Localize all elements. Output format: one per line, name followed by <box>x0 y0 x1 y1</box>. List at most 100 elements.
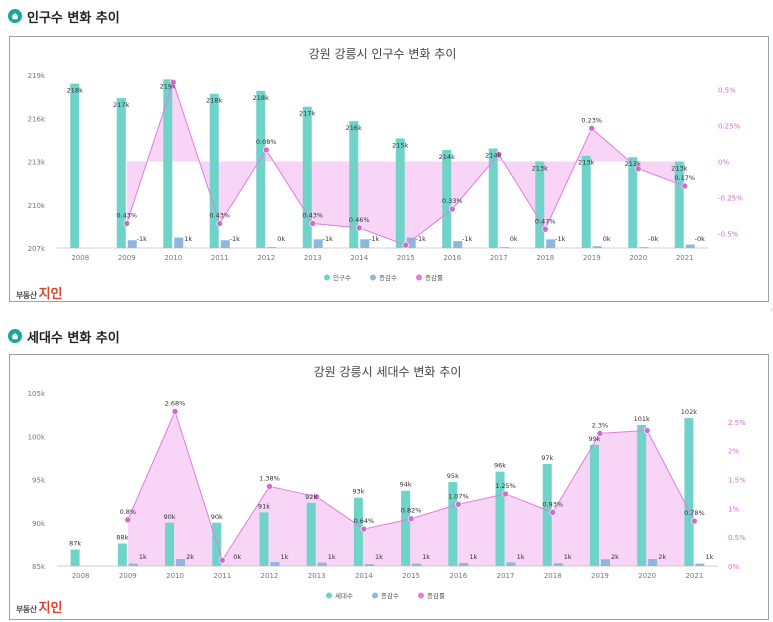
rate-value-label: 0.33% <box>442 197 463 205</box>
bar-인구수 <box>70 83 80 249</box>
x-tick-label: 2019 <box>591 572 609 580</box>
bar-value-label: 96k <box>494 462 506 470</box>
bar-value-label: 214k <box>485 152 501 160</box>
bar-증감수 <box>220 240 230 248</box>
population-chart-panel: 강원 강릉시 인구수 변화 추이 207k 210k 213k 216k 219k -0.5… <box>9 36 769 302</box>
bar-value-label: 218k <box>206 97 222 105</box>
bar-인구수 <box>488 148 498 248</box>
legend-marker <box>418 592 424 599</box>
bar-증감수 <box>270 562 280 566</box>
change-value-label: -0k <box>648 235 658 243</box>
x-tick-label: 2020 <box>629 254 647 262</box>
y-right-tick-label: 0% <box>718 159 729 167</box>
legend-label: 증감수 <box>379 274 397 282</box>
x-tick-label: 2019 <box>583 254 601 262</box>
rate-point <box>643 427 651 434</box>
legend-label: 인구수 <box>333 273 351 282</box>
x-tick-label: 2013 <box>304 254 322 262</box>
bar-세대수 <box>306 502 316 566</box>
bar-증감수 <box>600 559 610 566</box>
bar-value-label: 218k <box>253 94 269 102</box>
bar-증감수 <box>267 247 277 248</box>
rate-value-label: 0.8% <box>120 508 137 516</box>
x-tick-label: 2015 <box>397 254 415 262</box>
bar-증감수 <box>364 564 374 566</box>
y-left-tick-label: 90k <box>32 520 46 528</box>
legend-marker <box>372 592 378 599</box>
rate-point <box>455 500 462 508</box>
bar-인구수 <box>628 157 638 248</box>
home-icon <box>8 329 22 343</box>
change-value-label: -1k <box>137 235 147 243</box>
bar-value-label: 87k <box>69 540 81 548</box>
rate-point <box>402 241 410 249</box>
rate-area <box>127 411 695 566</box>
bar-value-label: 94k <box>400 481 412 489</box>
rate-value-label: 0.47% <box>535 217 556 225</box>
bar-증감수 <box>128 563 138 566</box>
rate-value-label: 2.68% <box>165 399 186 407</box>
bar-value-label: 91k <box>258 502 270 510</box>
bar-증감수 <box>553 563 563 566</box>
rate-point <box>681 182 689 190</box>
change-value-label: -1k <box>369 235 379 243</box>
rate-value-label: 0.93% <box>542 500 563 508</box>
bar-value-label: 88k <box>116 534 128 542</box>
households-chart: 강원 강릉시 세대수 변화 추이 85k 90k 95k 100k 105k 0% 0.5% 1… <box>28 365 747 600</box>
legend-marker <box>324 274 330 281</box>
bar-증감수 <box>639 247 649 248</box>
rate-value-label: 0.78% <box>684 509 705 517</box>
rate-point <box>124 516 132 524</box>
bar-인구수 <box>442 149 452 248</box>
x-tick-label: 2017 <box>497 572 515 580</box>
bar-세대수 <box>495 471 505 566</box>
change-value-label: -0k <box>695 235 705 243</box>
scroll-dot: · <box>770 306 773 316</box>
change-value-label: 1k <box>705 553 713 561</box>
bar-세대수 <box>637 425 647 566</box>
legend-marker <box>370 274 376 281</box>
bar-value-label: 218k <box>67 87 83 95</box>
rate-point <box>448 205 456 213</box>
y-left-tick-label: 207k <box>28 245 46 253</box>
bar-value-label: 213k <box>625 160 641 168</box>
rate-point <box>309 220 317 227</box>
change-value-label: 2k <box>611 553 619 561</box>
bar-세대수 <box>401 490 411 566</box>
rate-area <box>126 82 685 246</box>
bar-세대수 <box>448 482 458 566</box>
bar-증감수 <box>127 240 137 248</box>
rate-value-label: 1.38% <box>259 474 280 482</box>
change-value-label: 1k <box>517 553 525 561</box>
change-value-label: 1k <box>184 235 192 243</box>
change-value-label: 0k <box>510 235 518 243</box>
x-tick-label: 2009 <box>119 572 137 580</box>
bar-증감수 <box>176 559 186 566</box>
bar-인구수 <box>535 161 545 248</box>
bar-value-label: 213k <box>532 165 548 173</box>
bar-value-label: 93k <box>352 488 364 496</box>
bar-세대수 <box>589 444 599 566</box>
rate-point <box>216 220 224 227</box>
chart-title: 강원 강릉시 세대수 변화 추이 <box>314 365 462 379</box>
x-tick-label: 2011 <box>211 254 229 262</box>
x-tick-label: 2012 <box>261 572 279 580</box>
bar-인구수 <box>581 155 591 248</box>
rate-value-label: 2.3% <box>592 421 609 429</box>
y-right-tick-label: 0.5% <box>718 86 736 94</box>
change-value-label: 1k <box>328 553 336 561</box>
bar-세대수 <box>684 418 694 566</box>
rate-point <box>355 224 363 232</box>
change-value-label: 1k <box>375 553 383 561</box>
rate-point <box>596 430 604 437</box>
x-tick-label: 2016 <box>443 254 461 262</box>
bar-세대수 <box>353 497 363 566</box>
rate-point <box>495 150 503 158</box>
change-value-label: 2k <box>186 553 194 561</box>
y-right-tick-label: 2.5% <box>728 419 746 427</box>
change-value-label: 1k <box>469 553 477 561</box>
change-value-label: 0k <box>277 235 285 243</box>
change-value-label: 2k <box>658 553 666 561</box>
bar-증감수 <box>546 239 556 248</box>
bar-증감수 <box>685 244 695 248</box>
